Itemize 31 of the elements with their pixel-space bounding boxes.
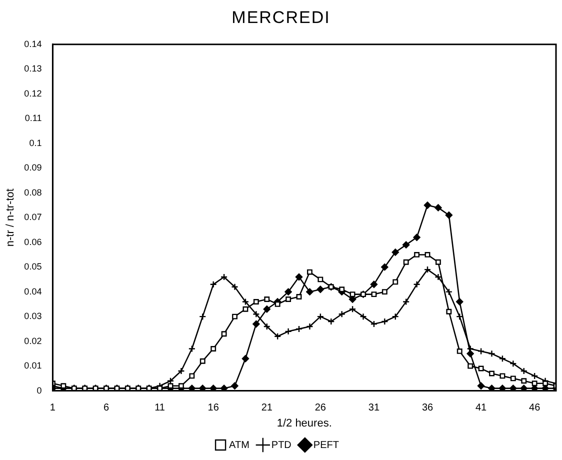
y-tick-label: 0.04 <box>24 286 42 296</box>
y-tick-label: 0.14 <box>24 38 42 49</box>
y-tick-label: 0.01 <box>24 360 42 371</box>
y-tick-label: 0.07 <box>24 212 42 222</box>
y-tick-label: 0.12 <box>24 88 42 98</box>
x-tick-label: 26 <box>314 402 326 414</box>
x-tick-label: 11 <box>154 402 166 414</box>
y-tick-label: 0.02 <box>24 336 42 346</box>
y-axis-title: n-tr / n-tr-tot <box>4 188 17 247</box>
y-tick-label: 0 <box>36 385 42 396</box>
x-tick-label: 1 <box>50 402 56 414</box>
y-tick-label: 0.05 <box>24 262 42 272</box>
legend-label: PTD <box>271 440 292 451</box>
x-tick-label: 46 <box>529 402 541 414</box>
legend-label: PEFT <box>313 440 339 451</box>
y-tick-label: 0.11 <box>24 113 42 124</box>
legend-label: ATM <box>229 440 250 451</box>
x-tick-label: 6 <box>103 402 110 414</box>
y-tick-label: 0.08 <box>24 187 42 198</box>
y-tick-label: 0.03 <box>24 311 42 322</box>
x-tick-label: 31 <box>368 402 380 414</box>
x-tick-label: 36 <box>422 402 434 414</box>
x-tick-label: 16 <box>208 402 220 414</box>
x-tick-label: 41 <box>475 402 488 414</box>
y-tick-label: 0.09 <box>24 162 42 173</box>
y-tick-label: 0.13 <box>24 64 42 74</box>
x-tick-label: 21 <box>261 402 273 414</box>
x-axis-title: 1/2 heures. <box>276 417 332 430</box>
y-tick-label: 0.1 <box>29 138 42 148</box>
chart-title: MERCREDI <box>230 8 332 28</box>
y-tick-label: 0.06 <box>24 236 42 247</box>
